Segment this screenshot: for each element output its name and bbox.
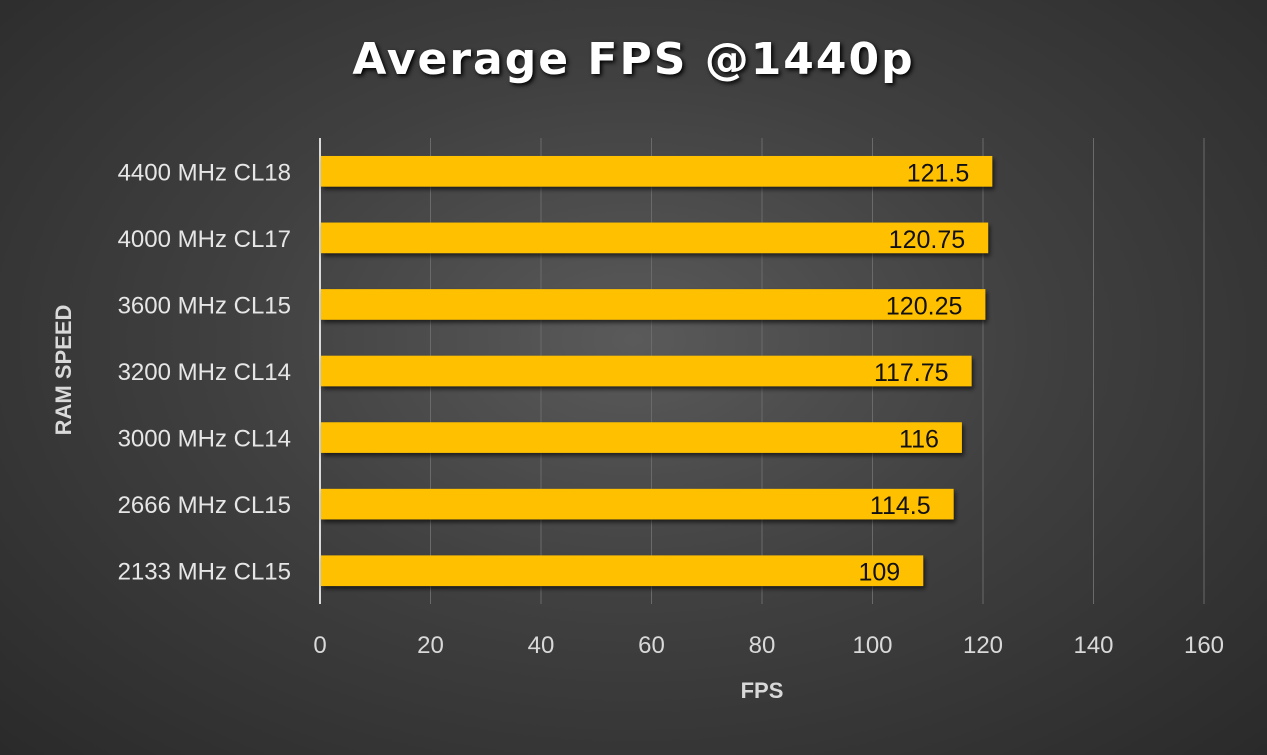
bar: [321, 555, 924, 587]
y-tick-label: 3000 MHz CL14: [118, 426, 291, 453]
data-label: 120.75: [889, 226, 965, 254]
x-tick-label: 140: [1073, 632, 1113, 659]
x-axis-label: FPS: [740, 678, 784, 703]
y-tick-label: 4400 MHz CL18: [118, 159, 291, 186]
data-label: 120.25: [886, 292, 962, 320]
y-tick-label: 2666 MHz CL15: [118, 492, 291, 519]
data-label: 121.5: [907, 159, 970, 187]
y-tick-label: 3600 MHz CL15: [118, 292, 291, 319]
x-tick-label: 0: [313, 632, 326, 659]
chart-title: Average FPS @1440p: [352, 34, 915, 85]
bar: [321, 488, 954, 520]
bar: [321, 422, 962, 453]
y-tick-label: 3200 MHz CL14: [118, 359, 291, 386]
data-label: 109: [859, 559, 901, 587]
data-label: 117.75: [874, 359, 949, 387]
x-tick-label: 100: [852, 632, 892, 659]
x-tick-label: 120: [963, 632, 1003, 659]
x-tick-label: 40: [528, 632, 555, 659]
bar: [321, 222, 989, 254]
y-tick-label: 4000 MHz CL17: [118, 226, 291, 253]
x-tick-label: 80: [749, 632, 776, 659]
x-tick-label: 20: [417, 632, 444, 659]
bar: [321, 289, 986, 320]
bar: [321, 155, 993, 187]
data-label: 116: [899, 426, 939, 454]
y-tick-label: 2133 MHz CL15: [118, 559, 291, 586]
data-label: 114.5: [870, 492, 931, 520]
x-tick-label: 60: [638, 632, 665, 659]
x-tick-label: 160: [1184, 632, 1224, 659]
bar: [321, 355, 972, 387]
